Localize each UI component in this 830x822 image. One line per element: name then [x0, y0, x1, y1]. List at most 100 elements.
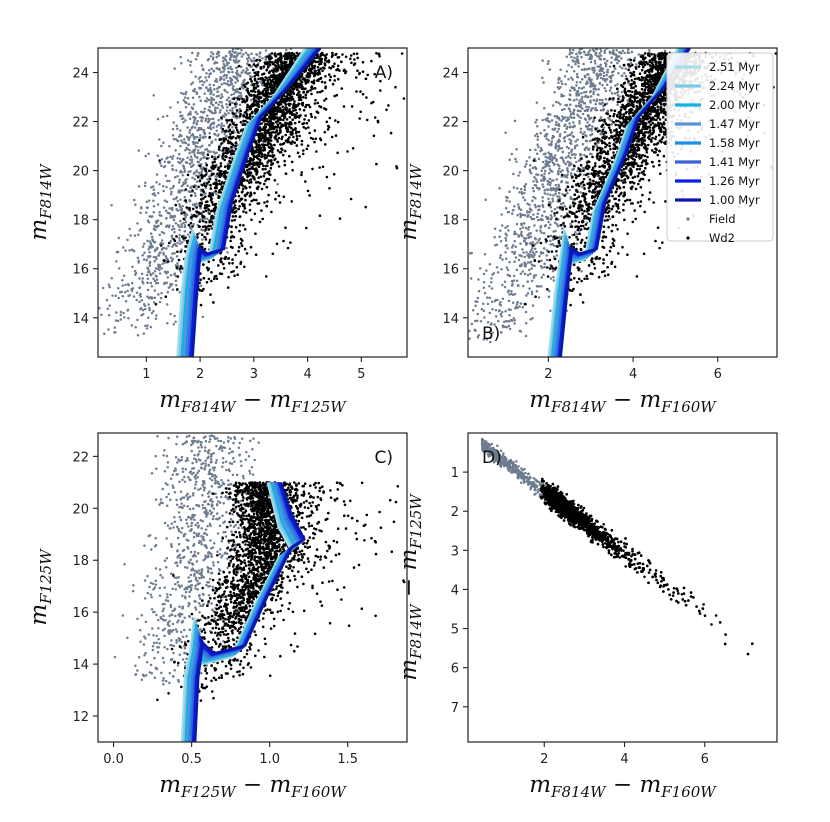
field-star: [128, 248, 131, 252]
wd2-star: [242, 119, 245, 123]
wd2-star: [275, 242, 279, 246]
field-star: [190, 160, 194, 164]
wd2-star: [282, 153, 285, 157]
wd2-star: [186, 173, 190, 177]
field-star: [234, 51, 237, 54]
wd2-star: [259, 91, 263, 95]
wd2-star: [364, 77, 368, 81]
wd2-star: [294, 131, 298, 135]
field-star: [219, 75, 222, 79]
field-star: [189, 165, 193, 169]
field-star: [199, 284, 203, 287]
field-star: [176, 157, 179, 160]
wd2-star: [316, 72, 319, 75]
field-star: [507, 229, 510, 232]
field-star: [134, 203, 137, 206]
field-star: [155, 173, 159, 176]
field-star: [552, 194, 555, 197]
field-star: [488, 296, 492, 299]
wd2-star: [338, 217, 342, 220]
field-star: [571, 78, 574, 81]
wd2-star: [278, 201, 282, 204]
field-star: [205, 147, 209, 151]
wd2-star: [234, 206, 237, 210]
field-star: [150, 284, 154, 288]
wd2-star: [300, 87, 304, 91]
field-star: [165, 247, 168, 250]
wd2-star: [333, 94, 337, 98]
wd2-star: [266, 117, 269, 121]
wd2-star: [270, 110, 274, 113]
field-star: [535, 186, 539, 189]
field-star: [198, 134, 202, 137]
wd2-star: [242, 210, 245, 213]
wd2-star: [300, 80, 304, 84]
wd2-star: [208, 219, 212, 223]
field-star: [214, 101, 218, 104]
wd2-star: [300, 171, 304, 174]
field-star: [185, 135, 189, 139]
field-star: [214, 106, 217, 110]
wd2-star: [262, 65, 266, 68]
field-star: [191, 133, 195, 137]
field-star: [592, 99, 596, 102]
field-star: [216, 87, 219, 90]
field-star: [539, 131, 542, 135]
wd2-star: [278, 116, 282, 119]
wd2-star: [179, 250, 183, 253]
field-star: [568, 161, 571, 164]
wd2-star: [217, 148, 221, 151]
field-star: [165, 281, 169, 285]
field-star: [174, 320, 177, 323]
field-star: [563, 124, 566, 127]
field-star: [140, 207, 143, 210]
field-star: [159, 296, 163, 300]
field-star: [153, 260, 157, 263]
field-star: [191, 140, 195, 144]
wd2-star: [257, 93, 260, 96]
field-star: [264, 49, 268, 52]
field-star: [210, 140, 214, 143]
field-star: [147, 248, 150, 251]
field-star: [235, 54, 239, 57]
field-star: [546, 62, 550, 66]
field-star: [507, 324, 511, 328]
field-star: [548, 165, 551, 168]
wd2-star: [304, 114, 307, 117]
field-star: [176, 262, 179, 265]
field-star: [211, 104, 215, 107]
field-star: [208, 72, 211, 76]
field-star: [165, 224, 169, 227]
field-star: [610, 61, 613, 64]
wd2-star: [300, 173, 303, 177]
field-star: [503, 325, 507, 329]
field-star: [496, 298, 499, 302]
field-star: [155, 278, 159, 281]
field-star: [146, 295, 149, 298]
field-star: [191, 176, 194, 179]
wd2-star: [400, 52, 404, 55]
x-axis-title-mid: − m: [236, 387, 292, 413]
field-star: [173, 215, 176, 219]
field-star: [191, 89, 195, 92]
wd2-star: [298, 120, 301, 124]
field-star: [536, 138, 539, 141]
wd2-star: [274, 157, 277, 161]
field-star: [225, 109, 229, 112]
field-star: [541, 214, 544, 217]
wd2-star: [253, 191, 256, 195]
x-axis-title-sub2: F125W: [290, 398, 347, 416]
field-star: [629, 61, 633, 65]
field-star: [528, 268, 531, 272]
field-star: [166, 257, 169, 261]
wd2-star: [250, 199, 253, 203]
field-star: [521, 248, 524, 251]
wd2-star: [201, 188, 204, 192]
field-star: [199, 157, 203, 160]
wd2-star: [306, 144, 310, 147]
wd2-star: [261, 128, 265, 131]
wd2-star: [184, 199, 187, 202]
wd2-star: [200, 173, 203, 177]
wd2-star: [202, 210, 205, 214]
field-star: [191, 96, 195, 99]
